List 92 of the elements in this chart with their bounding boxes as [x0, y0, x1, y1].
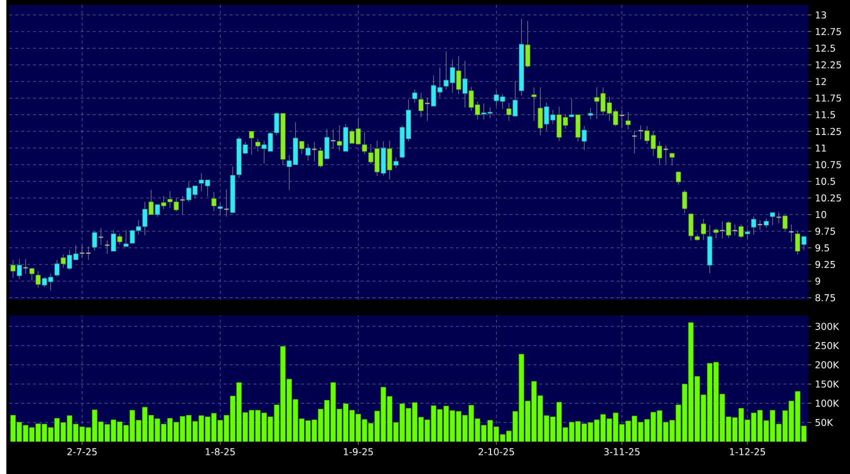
candlestick: [638, 124, 644, 140]
candlestick: [249, 130, 254, 155]
y-tick-label: 11.25: [816, 128, 841, 135]
candlestick: [626, 112, 631, 130]
y-tick-label: 12.25: [816, 61, 841, 68]
candlestick: [700, 218, 706, 240]
y-tick-label: 100K: [816, 399, 840, 407]
y-tick-label: 9.75: [815, 227, 835, 235]
candlestick: [148, 189, 154, 215]
x-tick-label: 1-8-25: [206, 448, 235, 456]
candlestick: [588, 108, 594, 120]
candlestick: [714, 228, 719, 239]
candlestick: [104, 240, 110, 254]
candlestick: [224, 188, 230, 217]
y-tick-label: 9.5: [815, 244, 829, 252]
y-tick-label: 8.75: [815, 294, 835, 302]
y-tick-label: 12.5: [816, 44, 835, 52]
candlestick: [670, 152, 675, 166]
y-tick-label: 150K: [816, 380, 840, 388]
candlestick: [682, 189, 688, 214]
candlestick: [22, 258, 28, 274]
candlestick: [36, 270, 41, 288]
candlestick: [362, 132, 368, 154]
candlestick: [124, 229, 129, 247]
candlestick: [512, 80, 518, 116]
candlestick: [538, 86, 543, 136]
candlestick: [764, 218, 769, 228]
y-tick-label: 10.75: [816, 160, 841, 168]
y-tick-label: 10: [816, 210, 826, 218]
candlestick: [532, 86, 537, 121]
candlestick: [456, 56, 462, 94]
candlestick: [255, 138, 260, 152]
candlestick: [10, 259, 16, 278]
candlestick: [161, 195, 166, 210]
candlestick: [795, 230, 800, 255]
candlestick: [343, 124, 348, 152]
x-tick-label: 1-12-25: [730, 448, 766, 456]
candlestick: [117, 233, 122, 245]
x-tick-label: 3-11-25: [604, 448, 640, 456]
candlestick: [60, 254, 66, 268]
y-tick-label: 200K: [815, 361, 840, 368]
candlestick: [412, 88, 418, 103]
x-tick-label: 2-10-25: [478, 448, 514, 456]
candlestick: [569, 98, 574, 118]
candlestick: [336, 124, 342, 151]
candlestick: [387, 140, 392, 180]
y-tick-label: 11: [816, 144, 826, 152]
candlestick: [738, 224, 744, 238]
candlestick: [318, 148, 324, 168]
candlestick: [299, 140, 304, 154]
candlestick: [582, 126, 587, 150]
y-tick-label: 13: [816, 11, 826, 18]
candlestick: [776, 211, 782, 224]
y-tick-label: 300K: [816, 322, 840, 330]
candlestick: [744, 228, 750, 239]
candlestick: [29, 268, 34, 281]
candlestick: [274, 112, 280, 136]
y-tick-label: 10.5: [816, 178, 835, 185]
x-tick-label: 1-9-25: [344, 448, 373, 456]
y-tick-label: 12: [816, 78, 826, 85]
y-tick-label: 10.25: [816, 194, 841, 202]
y-tick-label: 11.5: [816, 111, 835, 118]
y-tick-label: 12.75: [816, 28, 841, 35]
candlestick: [770, 212, 776, 226]
x-tick-label: 2-7-25: [67, 448, 97, 456]
candlestick: [751, 216, 756, 235]
y-tick-label: 11.75: [816, 94, 841, 102]
candlestick: [676, 170, 681, 185]
candlestick: [330, 128, 336, 149]
candlestick: [462, 60, 468, 108]
candlestick: [726, 220, 732, 238]
candlestick: [98, 227, 104, 246]
candlestick: [16, 258, 22, 280]
candlestick: [218, 202, 223, 215]
candlestick: [418, 92, 424, 118]
candlestick: [525, 20, 530, 68]
candlestick: [801, 236, 806, 250]
candlestick: [575, 114, 580, 142]
candlestick: [324, 128, 330, 159]
y-tick-label: 50K: [816, 418, 834, 426]
candlestick: [211, 191, 216, 212]
candlestick: [393, 156, 398, 168]
candlestick: [782, 215, 788, 231]
candlestick: [110, 229, 116, 252]
candlestick: [506, 102, 512, 121]
y-tick-label: 9.25: [815, 260, 835, 268]
y-tick-label: 250K: [815, 342, 840, 349]
candlestick: [54, 259, 60, 277]
candlestick: [92, 230, 98, 251]
y-tick-label: 9: [815, 277, 820, 284]
candlestick: [688, 212, 694, 241]
candlestick: [306, 144, 311, 161]
